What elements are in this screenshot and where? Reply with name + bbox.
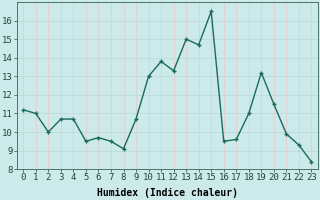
X-axis label: Humidex (Indice chaleur): Humidex (Indice chaleur) [97, 188, 238, 198]
